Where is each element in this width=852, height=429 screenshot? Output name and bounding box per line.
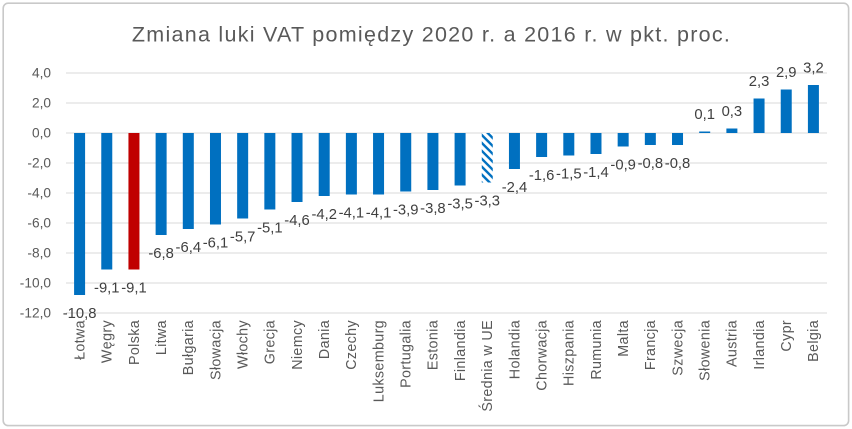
svg-text:-6,8: -6,8 — [148, 246, 174, 262]
svg-text:-1,4: -1,4 — [583, 165, 609, 181]
svg-text:0,1: 0,1 — [694, 107, 715, 123]
svg-text:Dania: Dania — [317, 320, 333, 359]
svg-text:-0,8: -0,8 — [665, 156, 691, 172]
svg-text:Estonia: Estonia — [426, 320, 442, 370]
svg-text:Luksemburg: Luksemburg — [371, 320, 387, 402]
svg-text:-10,8: -10,8 — [63, 306, 97, 322]
svg-text:Chorwacja: Chorwacja — [534, 320, 550, 391]
svg-text:-6,0: -6,0 — [27, 216, 51, 231]
svg-text:Irlandia: Irlandia — [752, 320, 768, 370]
svg-text:-4,1: -4,1 — [339, 206, 365, 222]
svg-text:Portugalia: Portugalia — [399, 320, 415, 388]
svg-text:-2,0: -2,0 — [27, 156, 51, 171]
svg-text:Polska: Polska — [127, 320, 143, 365]
svg-text:Malta: Malta — [616, 320, 632, 357]
svg-text:Włochy: Włochy — [235, 320, 251, 369]
svg-text:-9,1: -9,1 — [121, 281, 147, 297]
svg-text:Rumunia: Rumunia — [589, 320, 605, 380]
svg-text:0,0: 0,0 — [32, 126, 51, 141]
svg-text:Holandia: Holandia — [507, 320, 523, 379]
svg-text:Austria: Austria — [725, 320, 741, 367]
svg-text:4,0: 4,0 — [32, 66, 51, 81]
svg-text:Łotwa: Łotwa — [72, 320, 88, 360]
svg-text:-4,1: -4,1 — [366, 206, 392, 222]
svg-text:-4,6: -4,6 — [284, 213, 310, 229]
svg-text:Cypr: Cypr — [779, 320, 795, 352]
svg-text:Słowenia: Słowenia — [698, 320, 714, 381]
svg-text:2,0: 2,0 — [32, 96, 51, 111]
svg-text:-3,8: -3,8 — [420, 201, 446, 217]
svg-text:-6,1: -6,1 — [203, 236, 229, 252]
svg-text:-0,9: -0,9 — [610, 158, 636, 174]
svg-text:-1,6: -1,6 — [529, 168, 555, 184]
svg-text:-4,2: -4,2 — [311, 207, 337, 223]
svg-text:-6,4: -6,4 — [176, 240, 202, 256]
svg-text:Belgia: Belgia — [806, 320, 822, 362]
svg-text:Grecja: Grecja — [263, 320, 279, 364]
svg-text:Zmiana luki VAT pomiędzy 2020: Zmiana luki VAT pomiędzy 2020 r. a 2016 … — [132, 22, 731, 46]
svg-text:Litwa: Litwa — [154, 320, 170, 355]
svg-text:-5,1: -5,1 — [257, 221, 283, 237]
svg-text:Czechy: Czechy — [344, 320, 360, 370]
svg-text:-2,4: -2,4 — [502, 180, 528, 196]
svg-text:Niemcy: Niemcy — [290, 320, 306, 370]
svg-text:Finlandia: Finlandia — [453, 320, 469, 381]
svg-text:Węgry: Węgry — [100, 320, 116, 364]
svg-text:-3,9: -3,9 — [393, 203, 419, 219]
svg-text:0,3: 0,3 — [722, 104, 743, 120]
svg-text:-3,3: -3,3 — [475, 194, 501, 210]
svg-text:Francja: Francja — [643, 320, 659, 370]
svg-text:-8,0: -8,0 — [27, 246, 51, 261]
svg-text:Hiszpania: Hiszpania — [562, 320, 578, 386]
svg-text:-0,8: -0,8 — [638, 156, 664, 172]
svg-text:-1,5: -1,5 — [556, 167, 582, 183]
svg-text:2,9: 2,9 — [776, 65, 797, 81]
svg-text:-9,1: -9,1 — [94, 281, 120, 297]
svg-text:-10,0: -10,0 — [20, 276, 52, 291]
svg-text:Średnia w UE: Średnia w UE — [478, 320, 496, 412]
svg-text:3,2: 3,2 — [803, 60, 824, 76]
svg-text:-12,0: -12,0 — [20, 306, 52, 321]
svg-text:-5,7: -5,7 — [230, 230, 256, 246]
svg-text:-4,0: -4,0 — [27, 186, 51, 201]
svg-text:Szwecja: Szwecja — [670, 320, 686, 376]
svg-text:2,3: 2,3 — [749, 74, 770, 90]
svg-text:Słowacja: Słowacja — [208, 320, 224, 380]
svg-text:-3,5: -3,5 — [447, 197, 473, 213]
svg-text:Bułgaria: Bułgaria — [181, 320, 197, 375]
